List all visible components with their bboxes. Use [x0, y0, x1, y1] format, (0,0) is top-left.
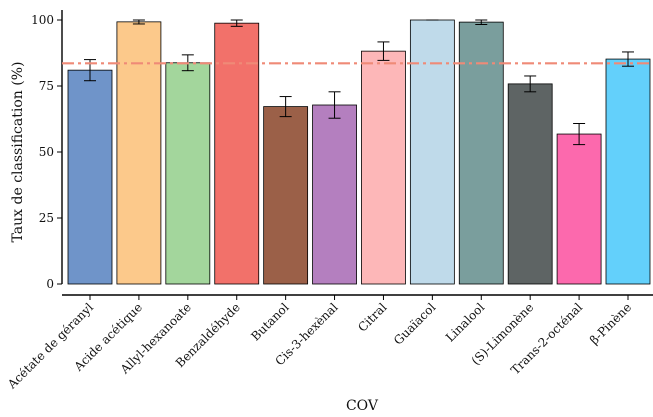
error-bar: [377, 41, 390, 61]
x-tick-label: Citral: [355, 300, 389, 334]
bar: [165, 62, 211, 285]
bar: [507, 83, 553, 285]
error-bars-group: [84, 19, 634, 146]
y-tick-label: 75: [39, 79, 54, 93]
error-bar: [230, 19, 243, 27]
bars-group: [67, 19, 651, 285]
bar: [409, 19, 455, 285]
x-axis-label: COV: [346, 398, 379, 414]
bar: [312, 104, 357, 285]
bar: [605, 58, 651, 285]
bar: [116, 21, 162, 285]
x-tick-label: Acétate de géranyl: [4, 300, 96, 392]
y-axis-label: Taux de classification (%): [10, 62, 26, 243]
bar: [263, 106, 309, 285]
x-tick-label: Guaïacol: [391, 300, 439, 348]
y-tick-label: 50: [39, 145, 54, 159]
error-bar: [328, 91, 341, 119]
error-bar: [132, 19, 145, 25]
bar: [361, 50, 406, 285]
error-bar: [573, 122, 586, 146]
x-tick-label: Linalool: [443, 300, 488, 345]
y-tick-label: 0: [46, 277, 54, 291]
y-tick-label: 25: [39, 211, 54, 225]
bar: [556, 133, 602, 285]
y-tick-label: 100: [31, 13, 54, 27]
bar: [458, 21, 504, 285]
error-bar: [524, 75, 537, 93]
error-bar: [279, 96, 292, 118]
bar: [214, 22, 260, 285]
y-axis: 0 25 50 75 100: [31, 10, 63, 291]
x-tick-label: Butanol: [248, 300, 291, 343]
error-bar: [622, 51, 634, 67]
x-tick-label: β-Pinène: [587, 300, 634, 347]
error-bar: [475, 19, 488, 25]
bar: [67, 69, 113, 285]
